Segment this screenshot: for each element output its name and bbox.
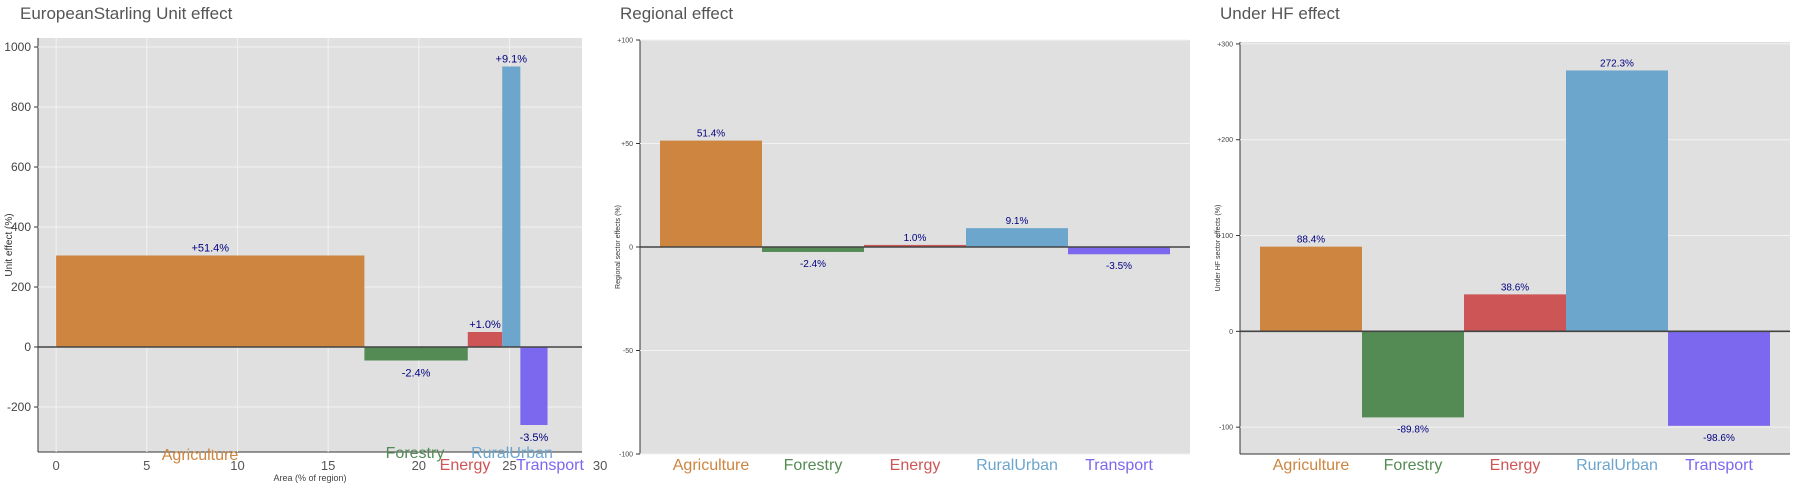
x-tick-label: 15: [321, 458, 335, 473]
bar-energy: [1464, 294, 1566, 332]
x-tick-label: 10: [230, 458, 244, 473]
y-tick-label: 0: [24, 340, 31, 354]
value-label: +9.1%: [496, 54, 528, 66]
category-label-energy: Energy: [440, 457, 491, 474]
y-axis-label: Under HF sector effects (%): [1215, 205, 1222, 292]
chart-title: EuropeanStarling Unit effect: [20, 4, 233, 23]
value-label: -2.4%: [800, 259, 826, 270]
value-label: -3.5%: [1106, 261, 1132, 272]
value-label: +51.4%: [191, 243, 229, 255]
panel-under-hf-effect: Under HF effect -100 0 +100 +200 +300 Under H…: [1200, 0, 1800, 500]
category-label-ruralurban: RuralUrban: [471, 445, 553, 462]
x-tick-label: 0: [53, 458, 60, 473]
y-tick-label: +200: [1217, 137, 1233, 144]
bar-agriculture: [1260, 246, 1362, 332]
category-label-forestry: Forestry: [1384, 457, 1443, 474]
value-label: 51.4%: [697, 129, 725, 140]
category-label-transport: Transport: [1085, 457, 1153, 474]
category-label-agriculture: Agriculture: [673, 457, 750, 474]
category-label-energy: Energy: [1490, 457, 1541, 474]
bar-transport: [520, 347, 548, 425]
value-label: 38.6%: [1501, 282, 1529, 293]
chart-svg: -200 0 200 400 600 800 1000 Unit effect (%) 0 5 10…: [4, 38, 607, 483]
x-tick-label: 25: [502, 458, 516, 473]
panel-regional-effect: Regional effect -100 -50 0 +50 +100 Regional …: [600, 0, 1200, 500]
category-label-forestry: Forestry: [784, 457, 843, 474]
y-tick-label: 0: [629, 244, 633, 251]
value-label: -98.6%: [1703, 433, 1735, 444]
bar-ruralurban: [502, 66, 521, 347]
y-tick-label: -50: [623, 348, 633, 355]
x-tick-label: 20: [412, 458, 426, 473]
category-label-ruralurban: RuralUrban: [976, 457, 1058, 474]
value-label: -2.4%: [402, 368, 431, 380]
y-tick-label: 400: [11, 220, 31, 234]
x-tick-label: 5: [143, 458, 150, 473]
y-tick-label: +100: [617, 37, 633, 44]
bar-energy: [467, 332, 503, 347]
y-tick-label: -100: [619, 451, 633, 458]
category-label-agriculture: Agriculture: [162, 447, 239, 464]
chart-svg: -100 0 +100 +200 +300 Under HF sector effects…: [1215, 41, 1790, 474]
chart-svg: -100 -50 0 +50 +100 Regional sector effects (…: [615, 37, 1190, 474]
value-label: 1.0%: [904, 233, 927, 244]
bar-forestry: [762, 247, 864, 252]
value-label: +1.0%: [469, 319, 501, 331]
value-label: -89.8%: [1397, 424, 1429, 435]
y-tick-label: 200: [11, 280, 31, 294]
bar-transport: [1668, 331, 1770, 426]
bar-agriculture: [660, 140, 762, 247]
bar-forestry: [364, 347, 468, 361]
plot-background: [38, 38, 582, 452]
y-tick-label: +300: [1217, 41, 1233, 48]
x-tick-label: 30: [593, 458, 607, 473]
category-label-transport: Transport: [1685, 457, 1753, 474]
category-label-forestry: Forestry: [386, 445, 445, 462]
bar-transport: [1068, 247, 1170, 255]
value-label: 272.3%: [1600, 58, 1634, 69]
y-tick-label: 1000: [4, 40, 31, 54]
bar-forestry: [1362, 331, 1464, 418]
x-axis-label: Area (% of region): [273, 473, 346, 483]
category-label-energy: Energy: [890, 457, 941, 474]
chart-title: Under HF effect: [1220, 4, 1340, 23]
category-label-agriculture: Agriculture: [1273, 457, 1350, 474]
y-tick-label: 600: [11, 160, 31, 174]
y-tick-label: 0: [1229, 329, 1233, 336]
bar-ruralurban: [1566, 70, 1668, 332]
bar-agriculture: [56, 255, 365, 347]
y-axis-label: Unit effect (%): [4, 213, 15, 276]
y-tick-label: +50: [621, 141, 633, 148]
bar-ruralurban: [966, 228, 1068, 247]
category-label-ruralurban: RuralUrban: [1576, 457, 1658, 474]
value-label: 9.1%: [1006, 216, 1029, 227]
y-tick-label: -100: [1219, 425, 1233, 432]
value-label: -3.5%: [520, 432, 549, 444]
y-tick-label: +100: [1217, 233, 1233, 240]
y-tick-label: 800: [11, 100, 31, 114]
y-tick-label: -200: [7, 400, 31, 414]
y-axis-label: Regional sector effects (%): [615, 205, 622, 289]
panel-unit-effect: EuropeanStarling Unit effect -200 0 200 400…: [0, 0, 607, 500]
category-label-transport: Transport: [516, 457, 584, 474]
chart-title: Regional effect: [620, 4, 734, 23]
bar-energy: [864, 244, 966, 247]
value-label: 88.4%: [1297, 235, 1325, 246]
